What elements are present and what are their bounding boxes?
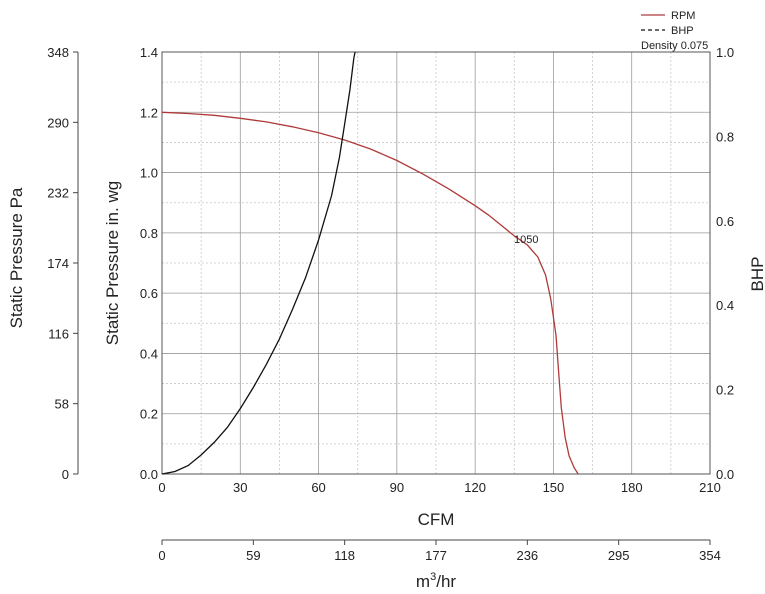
grid <box>162 52 710 474</box>
y2-tick-label: 0.8 <box>716 129 734 144</box>
series-layer <box>161 51 579 475</box>
y2-tick-label: 1.0 <box>716 45 734 60</box>
m3-tick-label: 295 <box>608 548 630 563</box>
y2-axis-ticks: 0.0 0.2 0.4 0.6 0.8 1.0 <box>716 45 734 482</box>
legend-rpm-label: RPM <box>671 10 695 22</box>
pa-axis-label: Static Pressure Pa <box>7 187 26 328</box>
m3-tick-label: 177 <box>425 548 447 563</box>
series-rpm-line <box>161 111 579 475</box>
y-tick-label: 0.4 <box>140 346 158 361</box>
m3-tick-label: 59 <box>246 548 260 563</box>
y-tick-label: 1.4 <box>140 45 158 60</box>
y-tick-label: 1.0 <box>140 166 158 181</box>
plot-frame <box>161 51 711 475</box>
pa-tick-label: 348 <box>47 45 69 60</box>
x-tick-label: 210 <box>699 480 721 495</box>
pa-tick-label: 174 <box>47 256 69 271</box>
y-tick-label: 0.6 <box>140 286 158 301</box>
pa-tick-label: 116 <box>48 326 69 341</box>
pa-tick-label: 0 <box>62 467 69 482</box>
y-axis-ticks: 0.0 0.2 0.4 0.6 0.8 1.0 1.2 1.4 <box>140 45 158 482</box>
pa-tick-label: 232 <box>47 186 69 201</box>
y-tick-label: 1.2 <box>140 105 158 120</box>
x-tick-label: 180 <box>621 480 643 495</box>
y-tick-label: 0.8 <box>140 226 158 241</box>
m3-axis-label-base: m <box>416 572 430 591</box>
y2-tick-label: 0.6 <box>716 214 734 229</box>
x-axis-ticks: 0 30 60 90 120 150 180 210 <box>158 480 720 495</box>
y-axis-label: Static Pressure in. wg <box>103 181 122 345</box>
rpm-annotation: 1050 <box>514 234 538 246</box>
y2-tick-label: 0.0 <box>716 467 734 482</box>
m3-tick-label: 354 <box>699 548 721 563</box>
m3-axis-label-sup: 3 <box>430 571 436 583</box>
m3-tick-label: 0 <box>158 548 165 563</box>
legend: RPM BHP Density 0.075 <box>641 10 708 52</box>
y2-tick-label: 0.4 <box>716 298 734 313</box>
pa-tick-label: 290 <box>47 115 69 130</box>
y2-tick-label: 0.2 <box>716 383 734 398</box>
m3-axis-label-tail: /hr <box>436 572 456 591</box>
pa-tick-label: 58 <box>55 397 69 412</box>
legend-bhp-label: BHP <box>671 25 694 37</box>
m3-axis: 0 59 118 177 236 295 354 <box>158 539 721 563</box>
series-bhp-line <box>161 51 356 475</box>
x-tick-label: 90 <box>390 480 404 495</box>
y-tick-label: 0.0 <box>140 467 158 482</box>
x-tick-label: 150 <box>543 480 565 495</box>
x-axis-label: CFM <box>418 510 455 529</box>
pa-axis: 0 58 116 174 232 290 348 <box>47 45 79 482</box>
x-tick-label: 60 <box>311 480 325 495</box>
y-tick-label: 0.2 <box>140 407 158 422</box>
y2-axis-label: BHP <box>748 257 765 292</box>
m3-tick-label: 118 <box>334 548 355 563</box>
legend-density-label: Density 0.075 <box>641 40 708 52</box>
x-tick-label: 30 <box>233 480 247 495</box>
x-tick-label: 120 <box>464 480 486 495</box>
m3-tick-label: 236 <box>516 548 538 563</box>
x-tick-label: 0 <box>158 480 165 495</box>
m3-axis-label: m3/hr <box>416 571 456 591</box>
